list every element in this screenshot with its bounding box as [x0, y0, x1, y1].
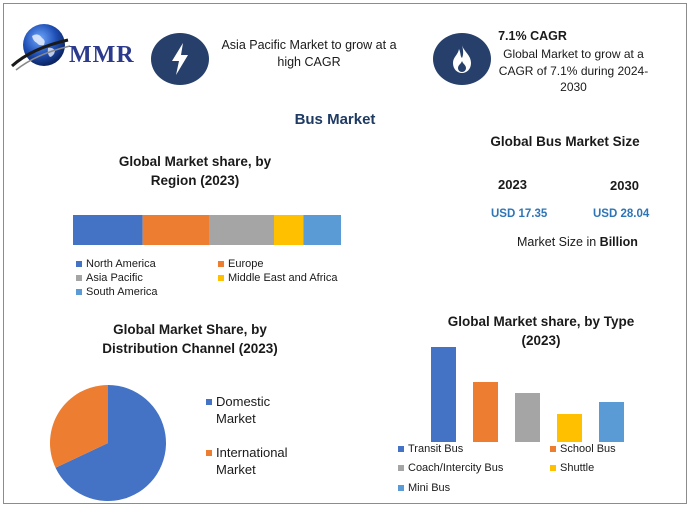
legend-label: Domestic Market — [216, 394, 271, 426]
legend-label: Transit Bus — [408, 443, 464, 455]
region-stacked-bar-chart — [73, 215, 341, 245]
region-bar-segment-middle-east-and-africa — [274, 215, 304, 245]
market-size-unit: Billion — [599, 235, 638, 249]
infographic-frame — [3, 3, 687, 504]
legend-label: Mini Bus — [408, 482, 451, 494]
legend-label: Asia Pacific — [86, 272, 143, 284]
legend-item-europe: Europe — [218, 258, 263, 270]
legend-swatch — [218, 275, 224, 281]
distribution-pie-chart — [49, 385, 166, 501]
distribution-chart-title: Global Market Share, by Distribution Cha… — [102, 322, 278, 356]
legend-swatch — [206, 399, 212, 405]
legend-item-international-market: International Market — [206, 444, 302, 478]
region-bar-segment-asia-pacific — [209, 215, 274, 245]
legend-item-south-america: South America — [76, 286, 158, 298]
legend-item-middle-east-and-africa: Middle East and Africa — [218, 272, 337, 284]
legend-item-transit-bus: Transit Bus — [398, 443, 463, 455]
legend-swatch — [76, 275, 82, 281]
legend-swatch — [550, 465, 556, 471]
legend-label: South America — [86, 286, 158, 298]
value-2030: USD 28.04 — [593, 208, 650, 220]
globe-logo-icon — [10, 24, 71, 71]
value-2023: USD 17.35 — [491, 208, 548, 220]
region-bar-segment-north-america — [73, 215, 143, 245]
region-chart-title: Global Market share, by Region (2023) — [118, 154, 272, 188]
type-bar-school-bus — [473, 382, 498, 442]
legend-label: Europe — [228, 258, 264, 270]
cagr-title: 7.1% CAGR — [498, 29, 567, 43]
legend-label: North America — [86, 258, 156, 270]
flame-icon — [453, 45, 471, 73]
legend-label: Coach/Intercity Bus — [408, 462, 504, 474]
legend-swatch — [398, 485, 404, 491]
legend-item-shuttle: Shuttle — [550, 462, 594, 474]
type-bar-chart — [431, 347, 624, 442]
region-bar-segment-south-america — [303, 215, 341, 245]
market-size-note-prefix: Market Size in — [517, 235, 600, 249]
type-bar-shuttle — [557, 414, 582, 442]
pie-slice-domestic-market — [55, 385, 166, 501]
legend-swatch — [76, 261, 82, 267]
cagr-icon-circle — [433, 33, 491, 85]
region-bar-segment-europe — [142, 215, 210, 245]
legend-item-domestic-market: Domestic Market — [206, 393, 302, 427]
year-2030-label: 2030 — [610, 178, 639, 193]
pie-slice-international-market — [49, 385, 108, 468]
type-bar-coach-intercity-bus — [515, 393, 540, 442]
legend-label: School Bus — [560, 443, 616, 455]
lightning-bolt-icon — [172, 43, 188, 75]
legend-label: Shuttle — [560, 462, 595, 474]
page-title: Bus Market — [294, 111, 376, 128]
highlight-text: Asia Pacific Market to grow at a high CA… — [221, 38, 397, 69]
type-chart-title: Global Market share, by Type (2023) — [447, 314, 635, 348]
highlight-icon-circle — [151, 33, 209, 85]
legend-swatch — [550, 446, 556, 452]
legend-label: Middle East and Africa — [228, 272, 338, 284]
year-2023-label: 2023 — [498, 177, 527, 192]
legend-item-asia-pacific: Asia Pacific — [76, 272, 143, 284]
legend-item-mini-bus: Mini Bus — [398, 482, 450, 494]
legend-swatch — [206, 450, 212, 456]
legend-item-coach-intercity-bus: Coach/Intercity Bus — [398, 462, 503, 474]
logo-text: MMR — [69, 42, 135, 68]
type-bar-transit-bus — [431, 347, 456, 442]
market-size-title: Global Bus Market Size — [490, 134, 640, 149]
cagr-text: Global Market to grow at a CAGR of 7.1% … — [498, 47, 649, 94]
legend-swatch — [218, 261, 224, 267]
legend-item-north-america: North America — [76, 258, 156, 270]
legend-swatch — [398, 465, 404, 471]
legend-swatch — [76, 289, 82, 295]
legend-label: International Market — [216, 445, 288, 477]
legend-item-school-bus: School Bus — [550, 443, 616, 455]
legend-swatch — [398, 446, 404, 452]
type-bar-mini-bus — [599, 402, 624, 442]
market-size-note: Market Size in Billion — [517, 235, 638, 249]
